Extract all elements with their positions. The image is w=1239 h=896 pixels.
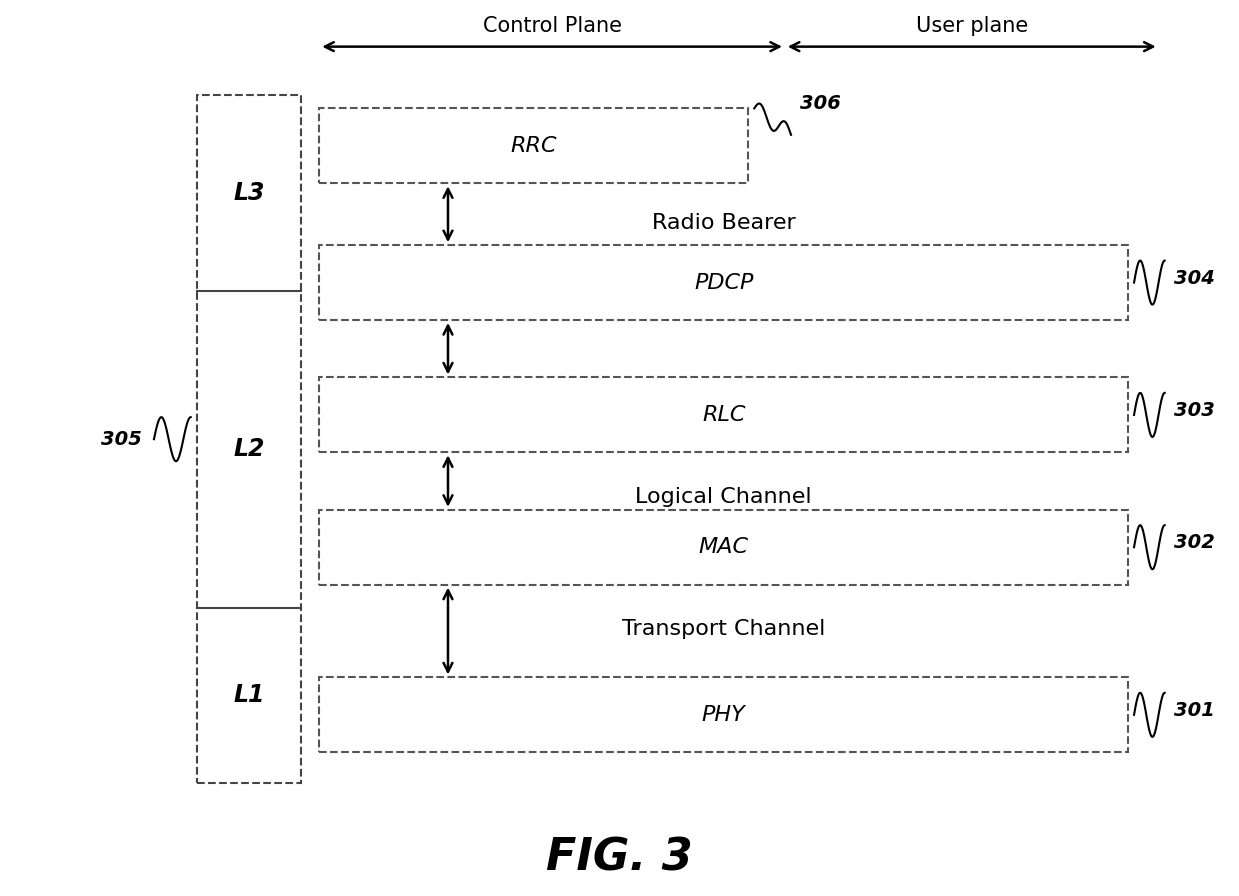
Bar (320, 677, 1127, 753)
Text: Control Plane: Control Plane (483, 16, 622, 36)
Bar (320, 108, 748, 184)
Text: 306: 306 (799, 94, 840, 114)
Text: 305: 305 (100, 430, 141, 449)
Text: 302: 302 (1175, 533, 1215, 552)
Text: PDCP: PDCP (694, 272, 753, 293)
Text: MAC: MAC (699, 538, 748, 557)
Text: L2: L2 (233, 437, 265, 461)
Bar (320, 510, 1127, 585)
Text: PHY: PHY (701, 705, 746, 725)
Text: Transport Channel: Transport Channel (622, 619, 825, 639)
Bar (320, 377, 1127, 452)
Text: FIG. 3: FIG. 3 (546, 837, 693, 880)
Text: 301: 301 (1175, 701, 1215, 719)
Text: 304: 304 (1175, 269, 1215, 288)
Text: L3: L3 (233, 181, 265, 205)
Text: RRC: RRC (510, 136, 558, 156)
Text: Logical Channel: Logical Channel (636, 487, 812, 506)
Text: 303: 303 (1175, 401, 1215, 420)
Bar (320, 246, 1127, 320)
Text: User plane: User plane (916, 16, 1028, 36)
Bar (197, 95, 301, 783)
Text: RLC: RLC (703, 405, 746, 425)
Text: Radio Bearer: Radio Bearer (652, 213, 795, 233)
Text: L1: L1 (233, 684, 265, 708)
